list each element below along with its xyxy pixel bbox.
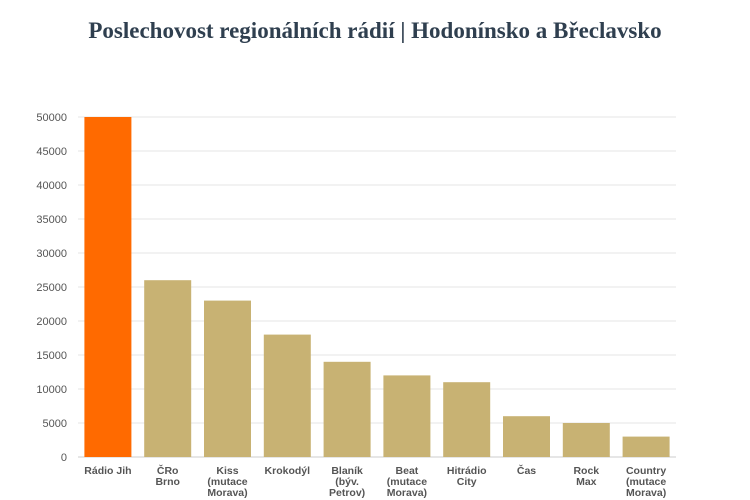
x-tick-label-line: Morava): [387, 487, 427, 499]
x-tick-label-line: Hitrádio: [447, 465, 487, 477]
bar: [383, 375, 431, 457]
y-tick-label: 20000: [36, 316, 67, 328]
x-tick-label-line: ČRo: [157, 464, 179, 477]
chart-title: Poslechovost regionálních rádií | Hodoní…: [88, 18, 662, 43]
x-tick-label-line: Čas: [517, 464, 536, 477]
x-tick-label-line: Petrov): [329, 487, 365, 499]
x-tick-label: Krokodýl: [265, 465, 311, 477]
y-tick-label: 0: [61, 452, 67, 464]
x-tick-label: Kiss (mutace Morava): [207, 465, 247, 499]
bars: [84, 117, 670, 457]
y-tick-label: 25000: [36, 282, 67, 294]
x-tick-label: Blaník (býv. Petrov): [329, 465, 365, 499]
x-tick-label-line: (mutace: [207, 476, 247, 488]
x-tick-label: Beat (mutace Morava): [387, 465, 427, 499]
x-tick-label: Rádio Jih: [84, 465, 131, 477]
x-tick-label-line: Country: [626, 465, 666, 477]
bar: [84, 117, 132, 457]
x-tick-label-line: Morava): [626, 487, 666, 499]
x-tick-label-line: Blaník: [331, 465, 363, 477]
y-tick-label: 35000: [36, 214, 67, 226]
y-tick-label: 10000: [36, 384, 67, 396]
bar: [503, 416, 550, 457]
x-tick-label-line: (býv.: [335, 476, 359, 488]
y-tick-label: 50000: [36, 112, 67, 124]
x-tick-label-line: Brno: [155, 476, 180, 488]
x-tick-label-line: Beat: [396, 465, 419, 477]
bar: [323, 361, 371, 457]
x-tick-label: ČRo Brno: [155, 464, 180, 488]
x-tick-label-line: Morava): [207, 487, 247, 499]
x-tick-label-line: Max: [576, 476, 597, 488]
x-tick-label-line: Rock: [573, 465, 599, 477]
y-tick-label: 45000: [36, 146, 67, 158]
bar: [443, 382, 491, 457]
bar: [562, 423, 610, 457]
x-tick-label: Hitrádio City: [447, 465, 487, 488]
x-tick-label: Čas: [517, 464, 536, 477]
y-tick-label: 40000: [36, 180, 67, 192]
x-tick-label-line: (mutace: [387, 476, 427, 488]
y-tick-label: 5000: [43, 418, 67, 430]
x-tick-label: Rock Max: [573, 465, 599, 488]
bar: [144, 280, 192, 457]
x-tick-label: Country (mutace Morava): [626, 465, 666, 499]
bar: [622, 436, 670, 457]
x-tick-label-line: Krokodýl: [265, 465, 311, 477]
x-tick-label-line: City: [457, 476, 477, 488]
y-tick-label: 15000: [36, 350, 67, 362]
bar: [204, 300, 251, 457]
x-tick-label-line: Kiss: [216, 465, 238, 477]
y-axis-ticks: 0 5000 10000 15000 20000 25000 30000 35000 40000…: [36, 112, 67, 464]
bar: [263, 334, 311, 457]
x-tick-label-line: (mutace: [626, 476, 666, 488]
y-tick-label: 30000: [36, 248, 67, 260]
x-tick-label-line: Rádio Jih: [84, 465, 131, 477]
